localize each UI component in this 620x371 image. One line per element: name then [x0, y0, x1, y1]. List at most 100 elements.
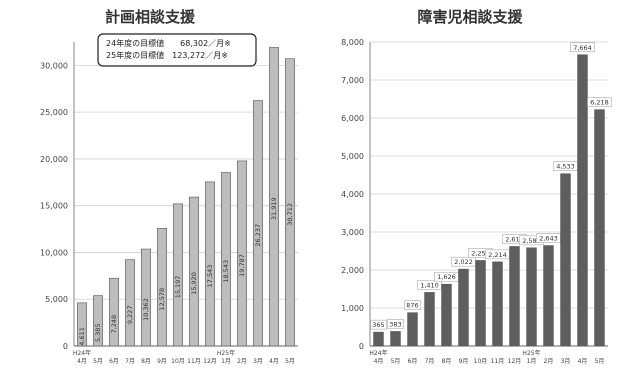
x-tick-label: 5月: [595, 358, 605, 365]
bar: [543, 245, 554, 347]
target-note-box: [97, 33, 257, 67]
era-label: H25年: [217, 349, 235, 357]
x-tick-label: 3月: [561, 358, 571, 365]
bar: [509, 246, 520, 347]
x-tick-label: 4月: [269, 358, 279, 365]
y-tick-label: 5,000: [45, 295, 68, 304]
bar: [253, 100, 263, 347]
y-tick-label: 6,000: [341, 114, 364, 123]
bar-value-label: 2,214: [488, 251, 507, 259]
bar: [77, 302, 87, 347]
x-tick-label: 10月: [171, 358, 185, 365]
y-tick-label: 3,000: [341, 228, 364, 237]
bar-value-label: 6,218: [590, 99, 609, 107]
bar: [560, 173, 571, 347]
bar: [237, 160, 247, 347]
x-tick-label: 3月: [253, 358, 263, 365]
bar-value-box: [404, 300, 421, 310]
target-note-line: 25年度の目標値 123,272／月※: [106, 50, 228, 60]
bar: [93, 295, 103, 347]
x-tick-label: 1月: [221, 358, 231, 365]
bar: [109, 277, 119, 347]
bar-value-label: 4,533: [556, 163, 575, 171]
x-tick-label: 6月: [408, 358, 418, 365]
y-tick-label: 1,000: [341, 304, 364, 313]
bar: [205, 181, 215, 347]
bar: [458, 268, 469, 347]
bar: [269, 47, 279, 347]
bar-value-label: 31,919: [270, 197, 278, 220]
x-tick-label: 6月: [109, 358, 119, 365]
bar-value-label: 2,643: [539, 235, 558, 243]
x-tick-label: 12月: [508, 358, 522, 365]
bar-value-label: 365: [372, 321, 384, 329]
y-tick-label: 0: [63, 342, 68, 351]
x-tick-label: 5月: [391, 358, 401, 365]
y-tick-label: 15,000: [40, 202, 68, 211]
bar: [594, 109, 605, 347]
x-tick-label: 2月: [237, 358, 247, 365]
bar: [189, 196, 199, 347]
chart-planning-support: 計画相談支援 0 5,000 10,000 15,000 20,000 25,000 30,0…: [40, 8, 298, 365]
bar-value-label: 12,578: [158, 288, 166, 311]
x-tick-label: 4月: [578, 358, 588, 365]
bar-value-label: 2,619: [505, 235, 524, 243]
x-tick-label: 10月: [474, 358, 488, 365]
chart-panel-planning-support: 計画相談支援 0 5,000 10,000 15,000 20,000 25,000 30,0…: [40, 8, 298, 365]
bar-value-box: [370, 319, 387, 330]
bar: [390, 331, 401, 347]
bar-value-label: 10,362: [142, 298, 150, 321]
bar: [441, 283, 452, 347]
x-tick-label: 1月: [527, 358, 537, 365]
bar-value-label: 876: [406, 302, 418, 310]
bar-value-label: 9,227: [126, 306, 134, 325]
y-tick-label: 5,000: [341, 152, 364, 161]
y-tick-label: 2,000: [341, 266, 364, 275]
bar: [173, 203, 183, 347]
bar-value-box: [570, 42, 595, 53]
bar: [373, 331, 384, 347]
y-tick-label: 0: [359, 342, 364, 351]
bar: [475, 260, 486, 347]
y-tick-label: 30,000: [40, 61, 68, 70]
x-tick-label: 9月: [459, 358, 469, 365]
x-tick-label: 9月: [157, 358, 167, 365]
bar: [492, 261, 503, 347]
x-tick-label: 11月: [491, 358, 505, 365]
bar: [125, 259, 135, 347]
bar-value-label: 15,920: [190, 272, 198, 295]
bar: [577, 54, 588, 347]
bar: [407, 312, 418, 347]
bar-value-label: 2,022: [454, 258, 473, 266]
x-tick-label: 5月: [285, 358, 295, 365]
chart-title: 障害児相談支援: [417, 8, 523, 26]
bar-value-label: 5,385: [94, 324, 102, 343]
bar-value-label: 7,664: [573, 44, 592, 52]
x-tick-label: 4月: [77, 358, 87, 365]
bar: [424, 292, 435, 347]
bar: [141, 248, 151, 347]
bar: [285, 58, 295, 347]
bar-value-label: 2,583: [522, 237, 541, 245]
x-tick-label: 2月: [544, 358, 554, 365]
bar-value-label: 26,237: [254, 224, 262, 247]
bar: [157, 228, 167, 347]
y-tick-label: 10,000: [40, 248, 68, 257]
bar-value-box: [587, 97, 612, 107]
chart-panel-child-support: 障害児相談支援 0 1,000 2,000 3,000 4,000 5,000 6,000 7,…: [310, 0, 620, 371]
target-note-line: 24年度の目標値 68,302／月※: [106, 38, 231, 48]
era-label: H24年: [73, 349, 91, 357]
y-tick-label: 4,000: [341, 190, 364, 199]
bar-value-label: 19,787: [238, 254, 246, 277]
bar: [526, 247, 537, 347]
bar-value-label: 17,543: [206, 265, 214, 288]
bar-value-label: 15,197: [174, 276, 182, 299]
y-tick-label: 8,000: [341, 38, 364, 47]
x-tick-label: 12月: [203, 358, 217, 365]
x-tick-label: 5月: [93, 358, 103, 365]
chart-title: 計画相談支援: [105, 8, 196, 26]
bar-value-label: 18,543: [222, 260, 230, 283]
bar-value-label: 30,712: [286, 203, 294, 226]
x-tick-label: 8月: [442, 358, 452, 365]
